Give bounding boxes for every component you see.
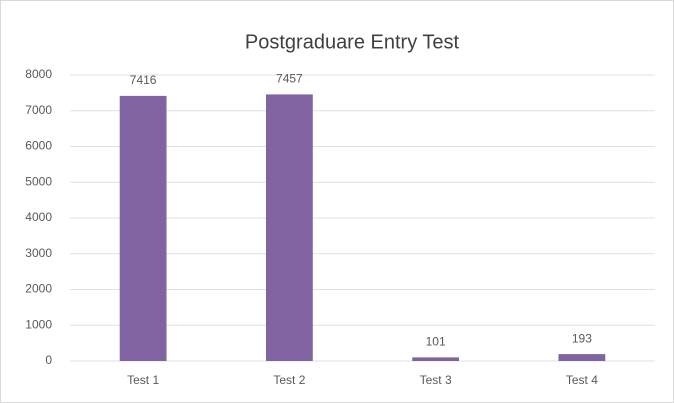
data-label: 193 <box>572 331 592 345</box>
x-tick-label: Test 1 <box>127 373 159 387</box>
chart-title: Postgraduare Entry Test <box>245 31 460 53</box>
data-label: 101 <box>426 335 446 349</box>
bar <box>412 357 460 361</box>
bar <box>558 354 606 361</box>
y-tick-label: 4000 <box>25 210 52 224</box>
x-tick-label: Test 3 <box>420 373 452 387</box>
y-tick-label: 2000 <box>25 282 52 296</box>
y-tick-label: 0 <box>45 353 52 367</box>
bar <box>119 95 167 362</box>
y-tick-label: 7000 <box>25 103 52 117</box>
x-tick-label: Test 2 <box>273 373 305 387</box>
y-tick-label: 1000 <box>25 317 52 331</box>
y-tick-label: 6000 <box>25 139 52 153</box>
data-label: 7416 <box>130 73 157 87</box>
bar <box>265 94 313 362</box>
data-label: 7457 <box>276 72 303 86</box>
y-tick-label: 5000 <box>25 174 52 188</box>
y-tick-label: 3000 <box>25 246 52 260</box>
x-tick-label: Test 4 <box>566 373 598 387</box>
y-tick-label: 8000 <box>25 67 52 81</box>
